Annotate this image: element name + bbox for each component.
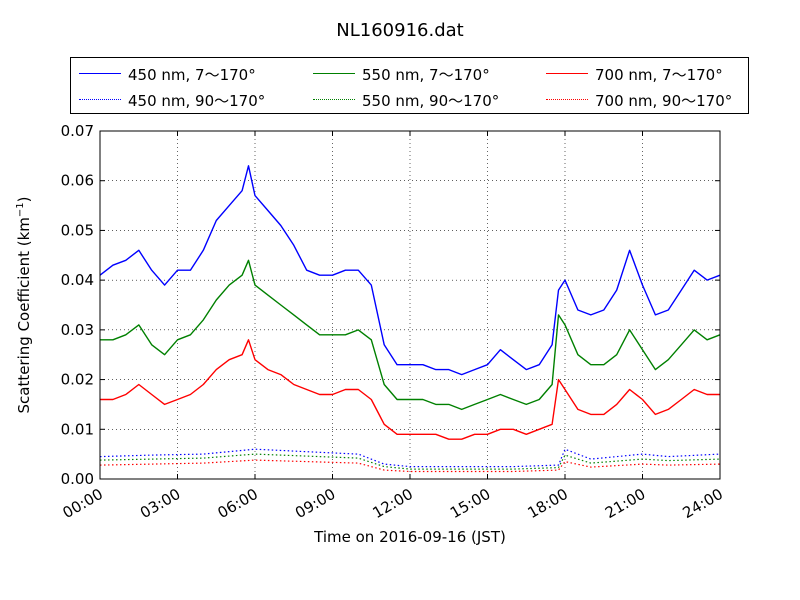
legend-label-700-full: 700 nm, 7～170° [595,66,723,84]
legend-label-550-full: 550 nm, 7～170° [362,66,490,84]
series-line-4 [99,453,721,470]
chart-title: NL160916.dat [336,20,464,41]
x-tick-label: 18:00 [525,485,571,522]
x-tick-label: 12:00 [370,485,416,522]
legend-line-700-full [546,73,588,74]
legend-line-700-back [546,99,588,100]
x-tick-label: 09:00 [292,485,338,522]
series-line-0 [99,165,721,376]
legend-line-450-back [79,99,121,100]
legend-line-550-back [313,99,355,100]
x-tick-label: 24:00 [680,485,726,522]
legend-line-550-full [313,73,355,74]
x-tick-label: 21:00 [602,485,648,522]
x-tick-label: 06:00 [215,485,261,522]
series-layer [99,165,721,473]
x-axis-label: Time on 2016-09-16 (JST) [314,528,506,546]
x-tick-label: 15:00 [447,485,493,522]
y-tick-label: 0.01 [61,420,94,438]
legend-label-700-back: 700 nm, 90～170° [595,92,733,110]
legend-label-450-full: 450 nm, 7～170° [128,66,256,84]
x-tick-label: 03:00 [137,485,183,522]
x-tick-label: 00:00 [60,485,106,522]
series-line-5 [99,459,721,473]
y-tick-label: 0.05 [61,221,94,239]
series-line-2 [100,339,720,440]
series-line-1 [100,259,721,411]
y-tick-label: 0.03 [61,321,94,339]
y-tick-label: 0.06 [61,172,94,190]
legend-line-450-full [79,73,121,74]
y-tick-label: 0.04 [61,271,94,289]
grid [100,131,720,479]
series-line-3 [99,448,721,468]
legend-label-550-back: 550 nm, 90～170° [362,92,500,110]
ticks: 0.00 0.01 0.02 0.03 0.04 0.05 0.06 0.07 00:00 03:… [60,122,726,522]
y-tick-label: 0.00 [61,470,94,488]
legend-label-450-back: 450 nm, 90～170° [128,92,266,110]
y-tick-label: 0.02 [61,371,94,389]
y-tick-label: 0.07 [61,122,94,140]
legend: 450 nm, 7～170° 550 nm, 7～170° 700 nm, 7～… [70,57,749,114]
